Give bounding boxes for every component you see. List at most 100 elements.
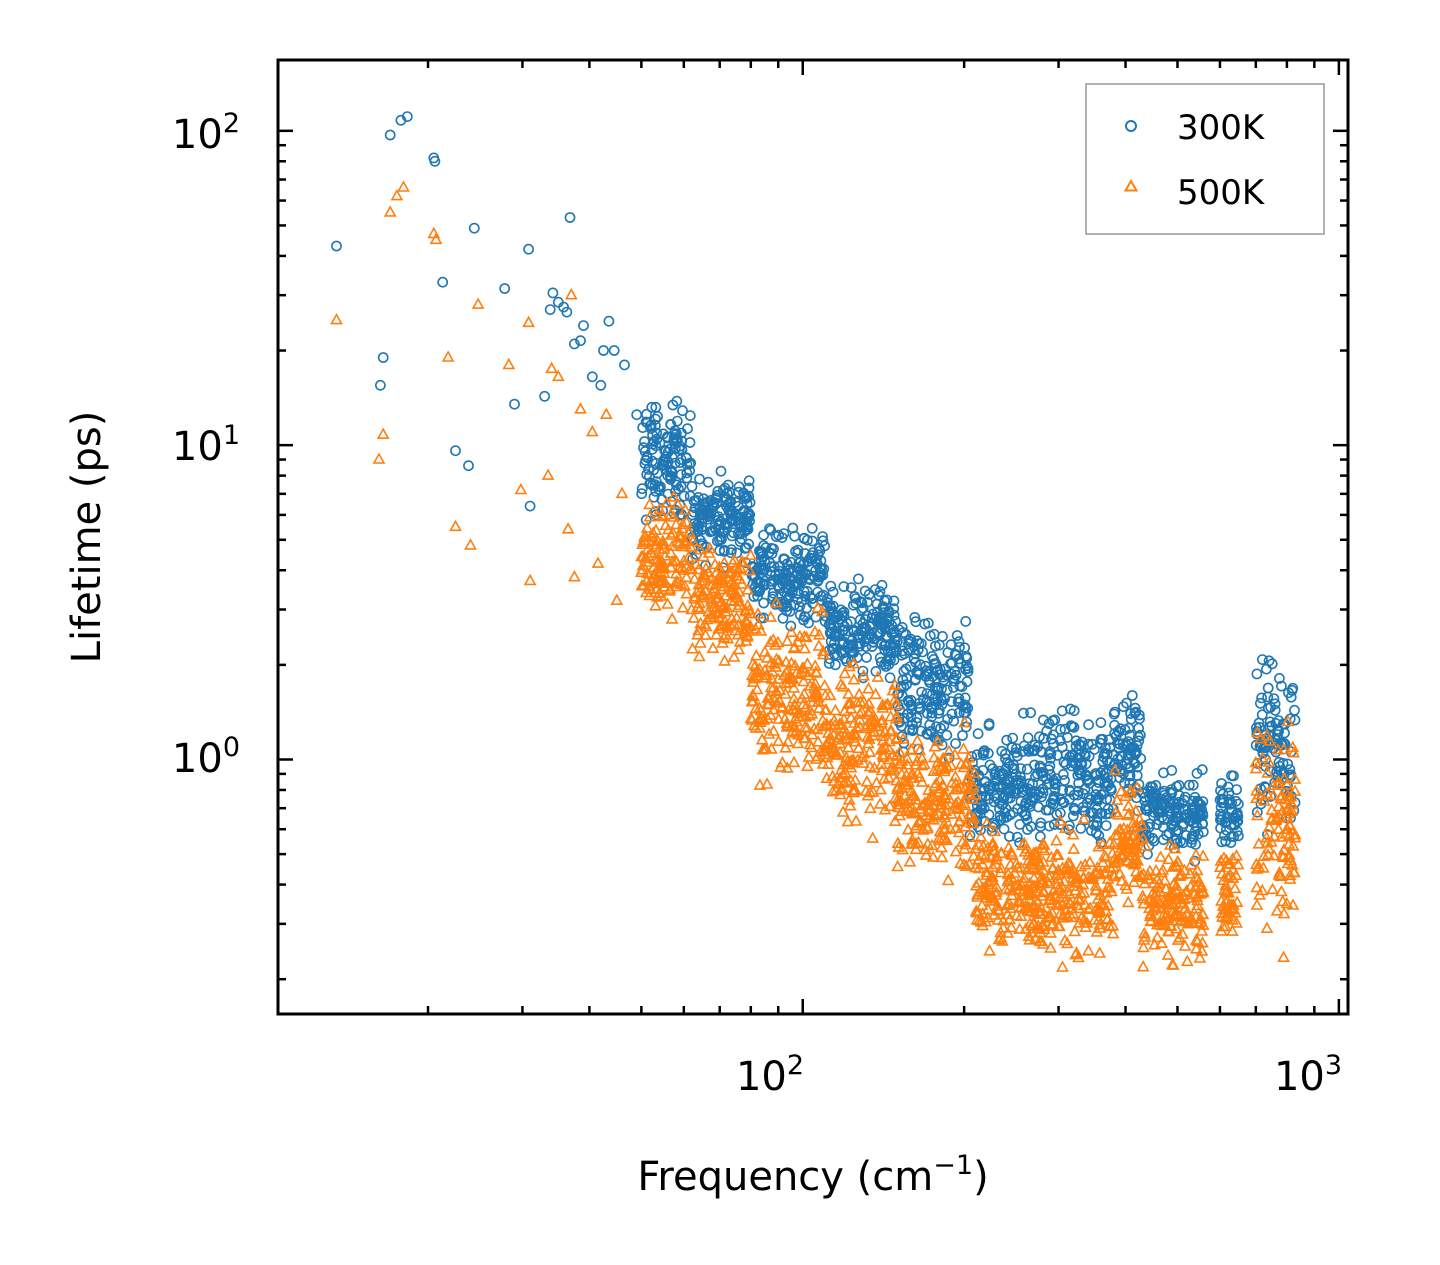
data-point-300k	[1131, 770, 1143, 781]
data-point-500k	[957, 742, 970, 754]
data-point-300k	[619, 359, 630, 371]
data-point-300k	[666, 465, 677, 476]
data-point-500k	[1249, 791, 1263, 804]
data-point-500k	[905, 836, 919, 849]
data-point-500k	[585, 424, 599, 437]
data-point-300k	[991, 775, 1003, 786]
data-point-500k	[1138, 839, 1152, 851]
data-point-500k	[639, 585, 653, 598]
data-point-500k	[687, 611, 701, 623]
data-point-500k	[898, 788, 912, 801]
data-point-500k	[990, 880, 1003, 892]
data-point-500k	[1058, 821, 1072, 833]
data-point-300k	[1089, 744, 1100, 755]
data-point-500k	[834, 763, 848, 775]
data-point-300k	[914, 659, 926, 670]
data-point-300k	[639, 458, 651, 469]
data-point-300k	[936, 699, 948, 710]
data-point-500k	[975, 898, 989, 911]
data-point-300k	[1269, 698, 1281, 710]
data-point-300k	[1145, 785, 1157, 797]
data-point-500k	[1224, 868, 1237, 881]
data-point-500k	[1050, 834, 1063, 846]
data-point-300k	[1007, 772, 1019, 783]
data-point-300k	[1230, 795, 1242, 807]
data-point-500k	[1077, 812, 1091, 824]
data-point-500k	[692, 649, 706, 662]
data-point-500k	[764, 610, 778, 622]
data-point-500k	[660, 496, 674, 508]
data-point-300k	[509, 398, 520, 410]
data-point-300k	[636, 483, 648, 495]
data-point-500k	[811, 695, 825, 707]
y-axis-label: Lifetime (ps)	[64, 411, 110, 664]
data-point-300k	[1217, 788, 1229, 800]
data-point-300k	[764, 523, 775, 534]
data-point-300k	[758, 529, 769, 541]
data-point-500k	[988, 893, 1002, 906]
data-point-500k	[1091, 860, 1104, 873]
data-point-500k	[928, 809, 942, 821]
data-point-500k	[806, 690, 820, 702]
data-point-500k	[905, 789, 919, 801]
data-point-300k	[1049, 779, 1061, 790]
data-point-500k	[846, 753, 860, 765]
data-point-500k	[1226, 913, 1239, 925]
data-point-500k	[797, 629, 811, 642]
data-point-500k	[936, 751, 950, 764]
data-point-500k	[884, 725, 898, 737]
data-point-500k	[796, 710, 809, 722]
data-point-300k	[1075, 823, 1087, 834]
data-point-300k	[898, 665, 910, 677]
data-point-500k	[1003, 897, 1016, 909]
data-point-500k	[930, 776, 943, 789]
data-point-300k	[636, 488, 648, 500]
data-point-500k	[655, 573, 669, 586]
data-point-500k	[1166, 860, 1180, 872]
data-point-300k	[1014, 819, 1026, 830]
data-point-500k	[903, 855, 917, 867]
x-tick-label-100: 102	[736, 1050, 804, 1100]
data-point-500k	[1001, 926, 1015, 938]
data-point-500k	[376, 427, 390, 439]
data-point-500k	[764, 635, 777, 647]
data-point-500k	[638, 530, 651, 542]
data-point-500k	[1217, 899, 1230, 911]
data-point-500k	[787, 755, 801, 768]
data-point-500k	[994, 925, 1007, 938]
data-point-300k	[401, 111, 413, 122]
data-point-300k	[713, 511, 724, 522]
data-point-500k	[1194, 881, 1208, 893]
data-point-500k	[1265, 835, 1278, 847]
data-point-500k	[1010, 856, 1023, 869]
data-point-500k	[878, 803, 892, 815]
data-point-300k	[1113, 726, 1125, 738]
data-point-500k	[995, 934, 1009, 946]
data-point-300k	[1225, 806, 1237, 817]
data-point-300k	[1273, 725, 1284, 737]
data-point-300k	[797, 558, 809, 570]
data-point-500k	[670, 555, 683, 567]
data-point-500k	[1045, 918, 1058, 930]
data-point-300k	[1215, 822, 1226, 834]
data-point-500k	[849, 814, 863, 826]
data-point-500k	[670, 535, 684, 547]
data-point-500k	[1132, 870, 1145, 882]
data-point-500k	[767, 724, 780, 736]
data-point-300k	[1100, 820, 1112, 831]
data-point-500k	[1161, 948, 1175, 960]
data-point-500k	[727, 617, 741, 629]
data-point-500k	[1119, 789, 1132, 801]
data-point-500k	[656, 555, 669, 568]
data-point-500k	[1282, 792, 1296, 805]
data-point-500k	[1133, 812, 1146, 825]
data-point-500k	[1260, 830, 1274, 843]
data-point-500k	[935, 840, 948, 853]
data-point-500k	[960, 773, 974, 785]
data-point-500k	[650, 553, 664, 566]
data-point-300k	[998, 823, 1010, 835]
data-point-500k	[820, 771, 834, 783]
data-point-300k	[927, 688, 938, 700]
data-point-300k	[715, 465, 727, 477]
data-point-500k	[796, 697, 810, 710]
